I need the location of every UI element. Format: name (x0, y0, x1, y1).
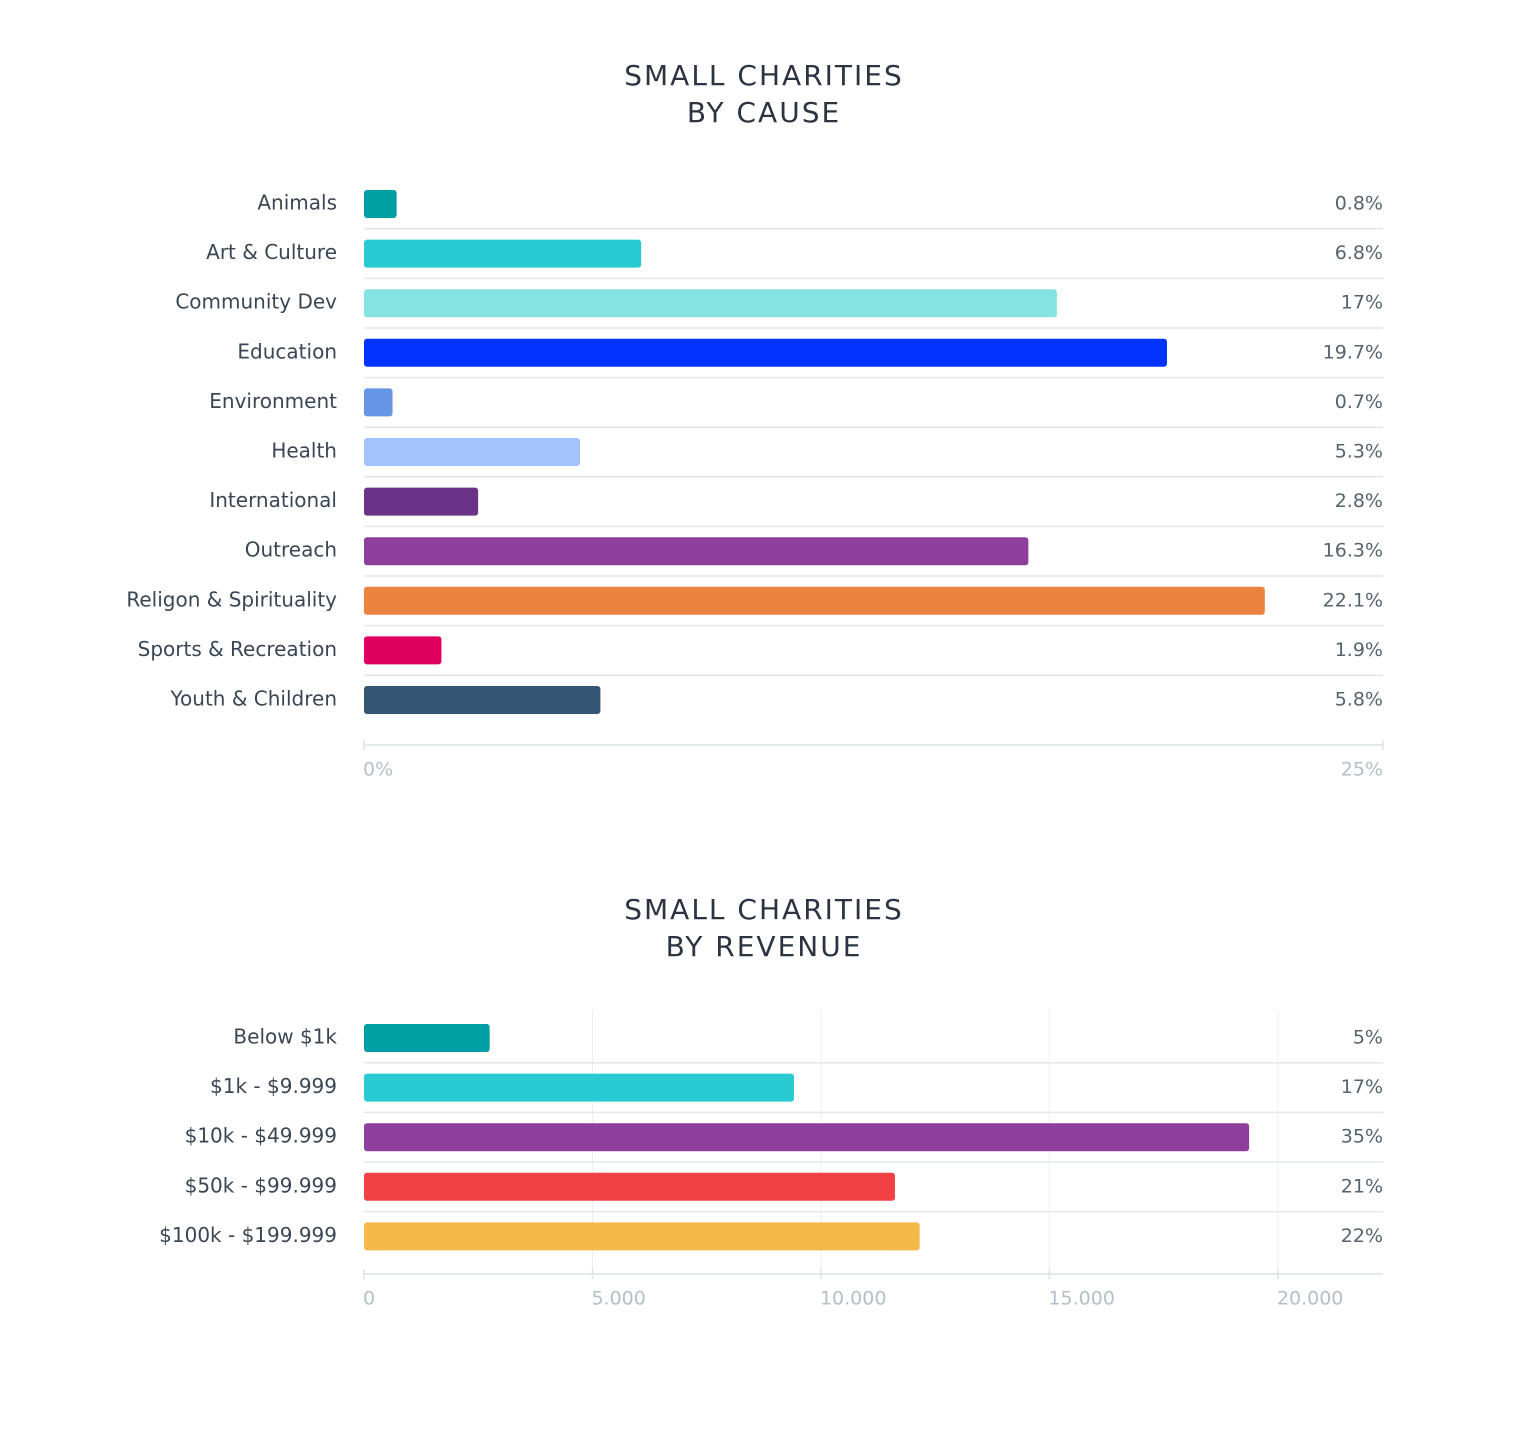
x-tick-label: 15.000 (1048, 1288, 1114, 1310)
value-label: 5% (1353, 1027, 1383, 1049)
category-label: International (209, 488, 337, 512)
value-label: 35% (1341, 1126, 1383, 1148)
x-tick-label: 0% (363, 759, 393, 781)
category-label: Below $1k (233, 1025, 337, 1049)
x-tick-label: 0 (363, 1288, 375, 1310)
value-label: 5.8% (1335, 689, 1383, 711)
bar (364, 388, 393, 417)
bar (364, 686, 601, 714)
bar (364, 487, 479, 516)
category-label: $50k - $99.999 (185, 1173, 337, 1197)
bar (364, 239, 642, 268)
bar (364, 1172, 895, 1201)
chart-title: BY CAUSE (687, 96, 841, 129)
value-label: 21% (1341, 1175, 1383, 1197)
category-label: Education (237, 339, 337, 363)
category-label: $100k - $199.999 (159, 1223, 337, 1247)
x-tick-label: 10.000 (820, 1288, 886, 1310)
category-label: Youth & Children (169, 687, 337, 711)
bar (364, 1123, 1250, 1152)
value-label: 1.9% (1335, 639, 1383, 661)
value-label: 16.3% (1323, 540, 1383, 562)
value-label: 0.7% (1335, 391, 1383, 413)
category-label: Art & Culture (206, 240, 337, 264)
bar (364, 1222, 920, 1251)
category-label: Community Dev (175, 290, 337, 314)
bar (364, 438, 581, 466)
category-label: Outreach (245, 538, 337, 562)
value-label: 6.8% (1335, 242, 1383, 264)
bar (364, 190, 397, 218)
bar (364, 289, 1057, 318)
category-label: Health (271, 439, 337, 463)
category-label: Animals (257, 191, 337, 215)
bar (364, 1024, 490, 1052)
bar (364, 338, 1167, 367)
value-label: 0.8% (1335, 193, 1383, 215)
x-tick-label: 5.000 (591, 1288, 645, 1310)
category-label: $1k - $9.999 (210, 1074, 337, 1098)
value-label: 22% (1341, 1225, 1383, 1247)
value-label: 17% (1341, 292, 1383, 314)
bar (364, 1073, 794, 1102)
bar (364, 586, 1265, 615)
category-label: $10k - $49.999 (185, 1124, 337, 1148)
value-label: 17% (1341, 1076, 1383, 1098)
category-label: Religon & Spirituality (126, 587, 337, 611)
bar (364, 537, 1029, 566)
x-tick-label: 25% (1341, 759, 1383, 781)
value-label: 2.8% (1335, 490, 1383, 512)
value-label: 22.1% (1323, 589, 1383, 611)
bar (364, 636, 442, 665)
value-label: 19.7% (1323, 341, 1383, 363)
chart-title: BY REVENUE (666, 930, 863, 963)
chart-title: SMALL CHARITIES (624, 59, 903, 92)
category-label: Sports & Recreation (138, 637, 337, 661)
chart-title: SMALL CHARITIES (624, 893, 903, 926)
category-label: Environment (209, 389, 337, 413)
x-tick-label: 20.000 (1277, 1288, 1343, 1310)
value-label: 5.3% (1335, 441, 1383, 463)
